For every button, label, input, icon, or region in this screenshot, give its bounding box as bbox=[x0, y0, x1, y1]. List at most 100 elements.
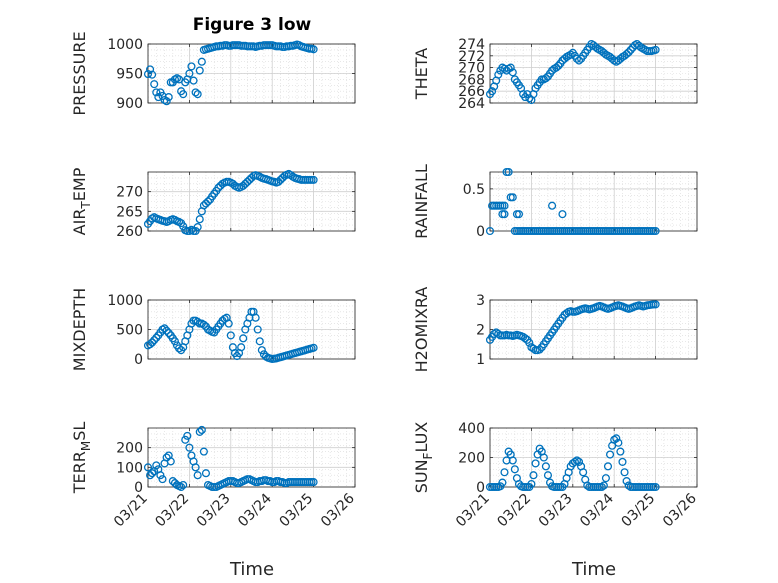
data-point bbox=[500, 210, 509, 219]
data-point bbox=[255, 337, 264, 346]
data-point bbox=[651, 226, 660, 236]
data-point bbox=[651, 300, 660, 309]
x-tick-label: 03/24 bbox=[235, 490, 275, 530]
data-point bbox=[162, 326, 171, 335]
data-point bbox=[158, 475, 167, 484]
data-point bbox=[197, 425, 206, 435]
y-axis-label: RAINFALL bbox=[412, 164, 431, 239]
x-tick-label: 03/22 bbox=[152, 491, 192, 531]
y-tick-label: 272 bbox=[458, 49, 485, 65]
data-point bbox=[622, 49, 631, 59]
data-point bbox=[620, 468, 629, 477]
y-tick-label: 0.5 bbox=[463, 182, 485, 198]
x-tick-label: 03/21 bbox=[453, 491, 493, 531]
x-tick-label: 03/24 bbox=[577, 490, 617, 530]
y-tick-label: 500 bbox=[116, 323, 143, 339]
data-point bbox=[150, 336, 159, 345]
data-point bbox=[199, 320, 208, 329]
data-point bbox=[543, 471, 553, 480]
y-axis-label: SUNFLUX bbox=[412, 422, 435, 494]
data-point bbox=[488, 87, 497, 96]
data-point bbox=[541, 462, 550, 471]
data-point bbox=[175, 75, 184, 84]
data-point bbox=[498, 478, 507, 487]
data-point bbox=[309, 478, 318, 487]
plot-area bbox=[490, 44, 697, 103]
data-point bbox=[150, 80, 159, 89]
x-axis-label-left: Time bbox=[229, 559, 274, 580]
data-point bbox=[170, 337, 179, 346]
x-tick-label: 03/21 bbox=[111, 491, 151, 531]
figure-title: Figure 3 low bbox=[193, 15, 312, 35]
x-tick-label: 03/23 bbox=[194, 491, 234, 531]
data-point bbox=[224, 319, 233, 328]
axes-box bbox=[489, 171, 698, 232]
y-tick-label: 0 bbox=[134, 352, 143, 368]
y-tick-label: 264 bbox=[458, 96, 485, 112]
data-point bbox=[179, 480, 188, 490]
data-point bbox=[626, 45, 635, 54]
data-point bbox=[309, 175, 318, 184]
data-point bbox=[187, 62, 196, 71]
y-axis-label: TERRMSL bbox=[70, 422, 93, 495]
data-point bbox=[154, 93, 163, 102]
y-tick-label: 1000 bbox=[107, 37, 143, 53]
y-tick-label: 3 bbox=[476, 293, 485, 309]
data-point bbox=[181, 435, 190, 444]
data-point bbox=[612, 434, 621, 443]
data-point bbox=[599, 481, 608, 490]
data-point bbox=[164, 93, 173, 102]
data-point bbox=[152, 88, 161, 97]
x-tick-label: 03/25 bbox=[619, 491, 659, 531]
data-point bbox=[579, 468, 588, 477]
data-point bbox=[618, 457, 627, 466]
data-point bbox=[185, 69, 194, 78]
y-tick-label: 100 bbox=[116, 460, 143, 476]
y-tick-label: 266 bbox=[458, 84, 485, 100]
data-point bbox=[616, 447, 625, 456]
data-point bbox=[597, 482, 606, 492]
y-tick-label: 1 bbox=[476, 352, 485, 368]
data-point bbox=[189, 76, 198, 85]
data-point bbox=[622, 477, 631, 486]
data-point bbox=[193, 90, 202, 99]
data-point bbox=[558, 210, 567, 219]
subplot-4: 0 0.5 RAINFALL bbox=[412, 164, 698, 240]
subplot-3: 260 265 270 AIRTEMP bbox=[70, 167, 356, 240]
data-point bbox=[146, 65, 155, 74]
data-point bbox=[521, 334, 530, 343]
y-tick-label: 268 bbox=[458, 72, 485, 88]
data-point bbox=[535, 345, 544, 354]
data-point bbox=[156, 471, 165, 480]
data-point bbox=[148, 70, 157, 79]
data-point bbox=[500, 468, 509, 477]
data-point bbox=[531, 459, 540, 468]
data-point bbox=[506, 63, 515, 72]
data-point bbox=[195, 215, 204, 224]
data-point bbox=[572, 456, 581, 465]
data-point bbox=[485, 226, 495, 236]
x-tick-label: 03/26 bbox=[660, 490, 700, 530]
y-tick-label: 950 bbox=[116, 67, 143, 83]
data-point bbox=[179, 222, 188, 231]
data-point bbox=[179, 90, 188, 99]
subplot-1: 900 950 1000 PRESSURE bbox=[70, 31, 356, 116]
data-point bbox=[185, 443, 194, 452]
data-point bbox=[177, 482, 186, 492]
data-point bbox=[651, 45, 660, 54]
y-axis-label: PRESSURE bbox=[70, 31, 89, 115]
data-point bbox=[148, 469, 157, 478]
data-point bbox=[193, 223, 202, 232]
data-point bbox=[237, 343, 246, 352]
y-tick-label: 900 bbox=[116, 96, 143, 112]
data-point bbox=[195, 66, 204, 75]
y-tick-label: 270 bbox=[458, 61, 485, 77]
data-point bbox=[160, 324, 169, 333]
y-axis-label: MIXDEPTH bbox=[70, 288, 89, 371]
data-point bbox=[548, 201, 557, 210]
y-tick-label: 270 bbox=[116, 185, 143, 201]
data-point bbox=[494, 70, 503, 79]
data-point bbox=[574, 457, 584, 466]
